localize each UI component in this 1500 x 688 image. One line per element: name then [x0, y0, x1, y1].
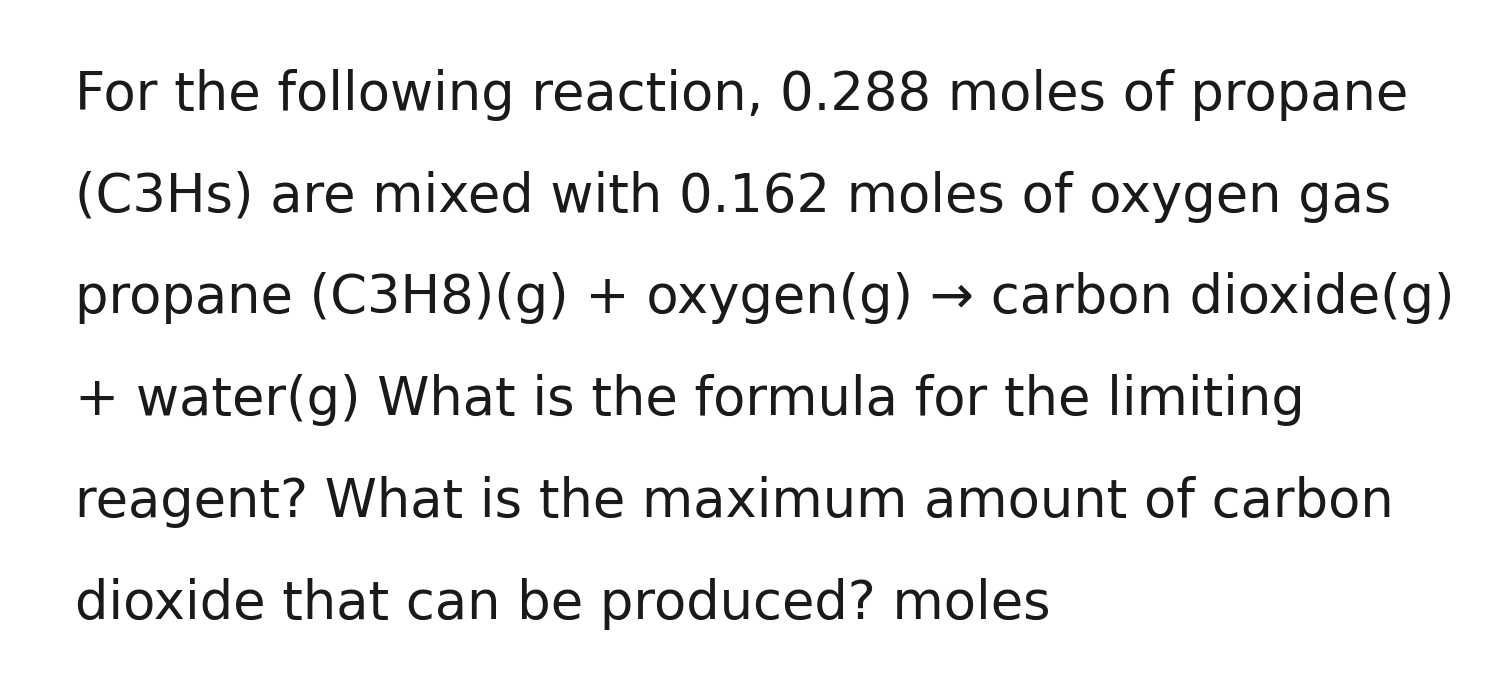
Text: (C3Hs) are mixed with 0.162 moles of oxygen gas: (C3Hs) are mixed with 0.162 moles of oxy…	[75, 171, 1392, 223]
Text: dioxide that can be produced? moles: dioxide that can be produced? moles	[75, 578, 1050, 630]
Text: reagent? What is the maximum amount of carbon: reagent? What is the maximum amount of c…	[75, 476, 1394, 528]
Text: propane (C3H8)(g) + oxygen(g) → carbon dioxide(g): propane (C3H8)(g) + oxygen(g) → carbon d…	[75, 272, 1455, 325]
Text: + water(g) What is the formula for the limiting: + water(g) What is the formula for the l…	[75, 374, 1305, 427]
Text: For the following reaction, 0.288 moles of propane: For the following reaction, 0.288 moles …	[75, 69, 1408, 121]
